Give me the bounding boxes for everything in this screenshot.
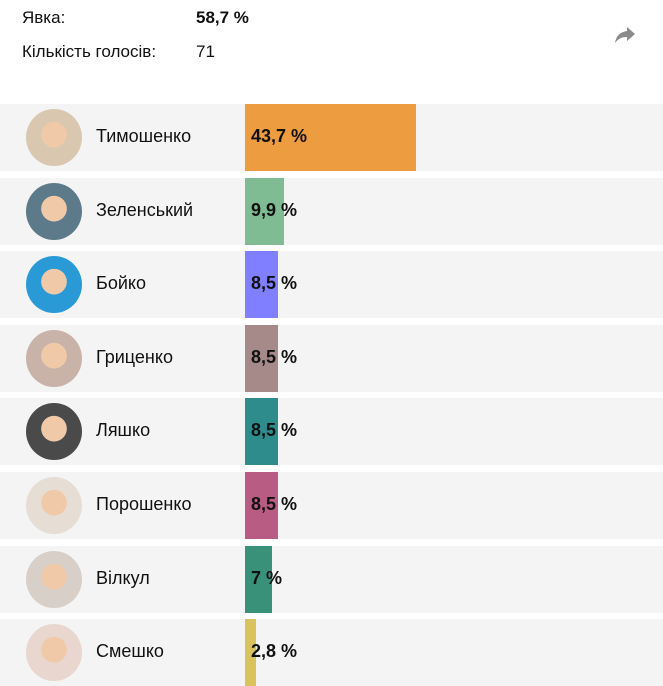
candidate-avatar — [26, 551, 82, 608]
votes-value: 71 — [196, 42, 215, 61]
candidate-bar — [245, 472, 279, 539]
candidate-name: Порошенко — [96, 494, 192, 514]
candidate-avatar — [26, 256, 82, 313]
candidate-name: Вілкул — [96, 568, 150, 588]
votes-label: Кількість голосів: — [22, 42, 157, 61]
candidate-percent: 8,5 % — [251, 273, 298, 293]
turnout: Явка: 58,7 % — [22, 8, 249, 28]
candidate-row: Гриценко 8,5 % — [0, 325, 663, 392]
candidate-name: Гриценко — [96, 347, 173, 367]
candidate-bar — [245, 398, 279, 465]
candidate-bar — [245, 178, 284, 245]
candidate-bar — [245, 619, 256, 686]
candidate-percent: 9,9 % — [251, 200, 298, 220]
candidate-row: Смешко 2,8 % — [0, 619, 663, 686]
candidate-percent: 8,5 % — [251, 347, 298, 367]
candidate-bar — [245, 325, 279, 392]
candidate-name: Ляшко — [96, 420, 151, 440]
candidate-avatar — [26, 109, 82, 166]
votes-count: Кількість голосів: 71 — [22, 42, 215, 62]
candidate-percent: 2,8 % — [251, 641, 298, 661]
candidate-percent: 43,7 % — [251, 126, 308, 146]
candidate-row: Порошенко 8,5 % — [0, 472, 663, 539]
candidate-row: Вілкул 7 % — [0, 546, 663, 613]
turnout-value: 58,7 % — [196, 8, 249, 27]
candidate-avatar — [26, 403, 82, 460]
candidate-bar — [245, 104, 416, 171]
candidate-name: Бойко — [96, 273, 146, 293]
candidate-avatar — [26, 330, 82, 387]
candidate-percent: 7 % — [251, 568, 283, 588]
turnout-label: Явка: — [22, 8, 66, 27]
candidate-name: Зеленський — [96, 200, 194, 220]
candidate-name: Тимошенко — [96, 126, 192, 146]
candidate-percent: 8,5 % — [251, 420, 298, 440]
candidate-avatar — [26, 183, 82, 240]
candidate-row: Бойко 8,5 % — [0, 251, 663, 318]
candidate-row: Тимошенко 43,7 % — [0, 104, 663, 171]
candidate-name: Смешко — [96, 641, 164, 661]
candidate-avatar — [26, 624, 82, 681]
share-arrow-icon[interactable] — [614, 26, 636, 44]
candidate-percent: 8,5 % — [251, 494, 298, 514]
candidate-avatar — [26, 477, 82, 534]
candidate-row: Ляшко 8,5 % — [0, 398, 663, 465]
candidate-row: Зеленський 9,9 % — [0, 178, 663, 245]
candidate-bar — [245, 251, 279, 318]
candidate-bar — [245, 546, 273, 613]
